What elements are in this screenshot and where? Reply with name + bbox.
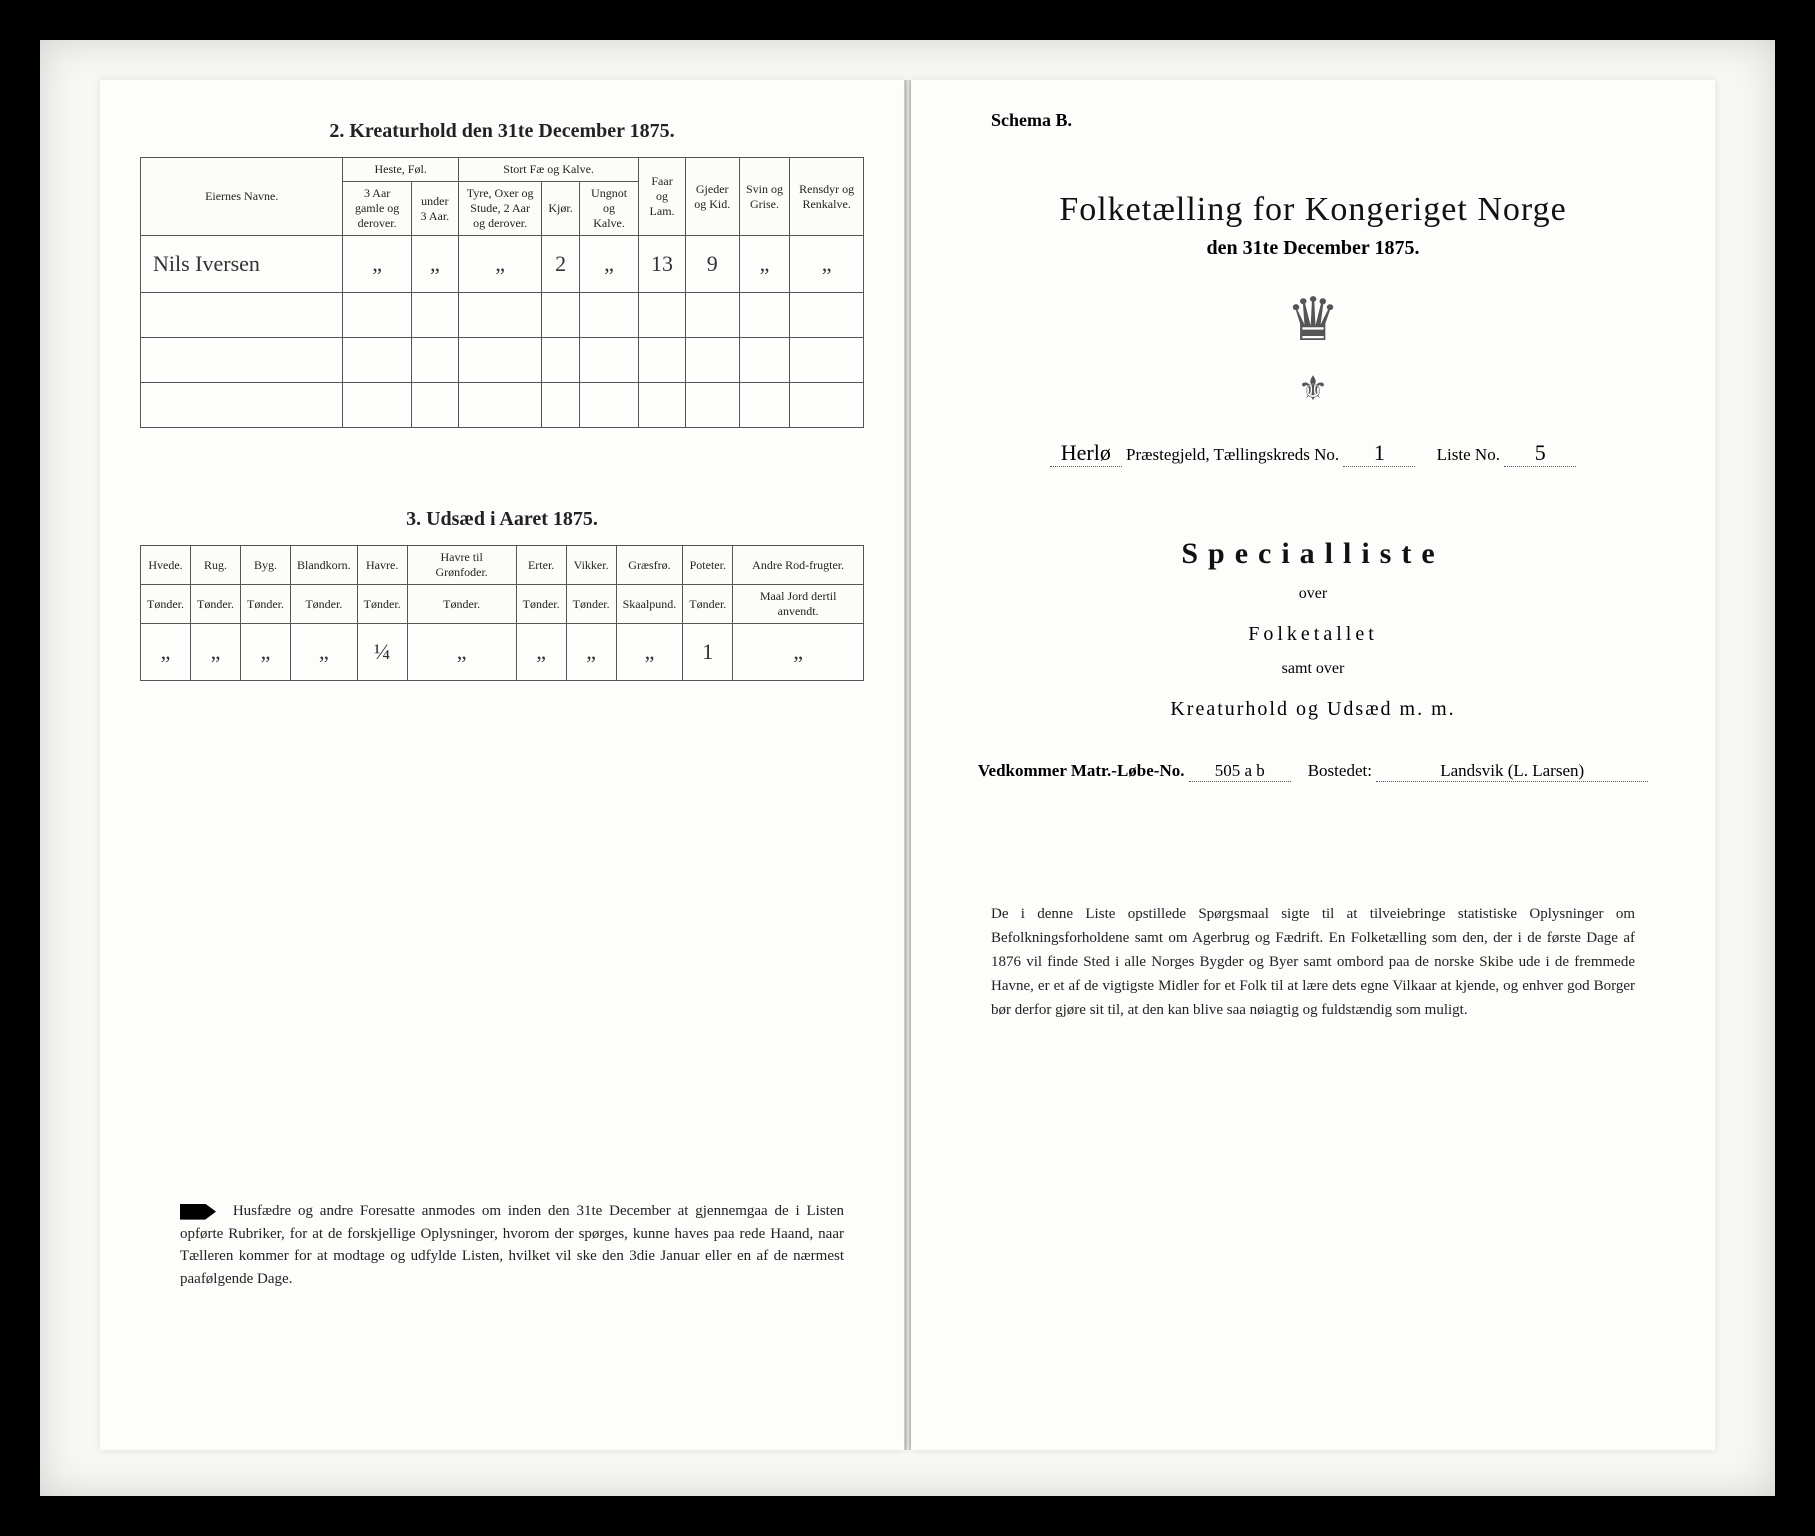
unit: Tønder. — [407, 585, 516, 624]
colgroup-heste: Heste, Føl. — [343, 158, 458, 182]
section3-title: 3. Udsæd i Aaret 1875. — [140, 508, 864, 531]
cell: „ — [407, 624, 516, 681]
col-havre-gron: Havre til Grønfoder. — [407, 546, 516, 585]
unit: Tønder. — [516, 585, 566, 624]
cell-ung: „ — [579, 236, 639, 293]
kreaturhold-table: Eiernes Navne. Heste, Føl. Stort Fæ og K… — [140, 157, 864, 428]
matr-label: Vedkommer Matr.-Løbe-No. — [978, 761, 1185, 780]
kreds-no-value: 1 — [1343, 440, 1415, 467]
table-row — [141, 383, 864, 428]
unit: Tønder. — [241, 585, 291, 624]
praestegjeld-line: Herlø Præstegjeld, Tællingskreds No. 1 L… — [951, 440, 1675, 467]
samt-over-label: samt over — [951, 660, 1675, 678]
cell-svin: „ — [739, 236, 790, 293]
unit: Tønder. — [191, 585, 241, 624]
unit: Maal Jord dertil anvendt. — [733, 585, 864, 624]
col-svin: Svin og Grise. — [739, 158, 790, 236]
table-row: Nils Iversen „ „ „ 2 „ 13 9 „ „ — [141, 236, 864, 293]
cell: „ — [616, 624, 683, 681]
bosted-label: Bostedet: — [1308, 761, 1372, 780]
cell: „ — [191, 624, 241, 681]
over-label: over — [951, 585, 1675, 603]
cell-gjed: 9 — [685, 236, 739, 293]
right-page: Schema B. Folketælling for Kongeriget No… — [911, 80, 1715, 1450]
table-row — [141, 293, 864, 338]
col-kjor: Kjør. — [542, 182, 579, 236]
col-ungnot: Ungnot og Kalve. — [579, 182, 639, 236]
col-eiernes-navne: Eiernes Navne. — [141, 158, 343, 236]
book-spread: 2. Kreaturhold den 31te December 1875. E… — [100, 80, 1715, 1450]
cell-navn: Nils Iversen — [141, 236, 343, 293]
liste-no-label: Liste No. — [1437, 445, 1500, 464]
col-graesfro: Græsfrø. — [616, 546, 683, 585]
cell: „ — [241, 624, 291, 681]
bosted-value: Landsvik (L. Larsen) — [1376, 761, 1648, 782]
census-date: den 31te December 1875. — [951, 237, 1675, 260]
cell-hu3: „ — [411, 236, 458, 293]
col-heste-3aar: 3 Aar gamle og derover. — [343, 182, 411, 236]
cell: „ — [141, 624, 191, 681]
left-page: 2. Kreaturhold den 31te December 1875. E… — [100, 80, 905, 1450]
colgroup-fae: Stort Fæ og Kalve. — [458, 158, 638, 182]
coat-of-arms-icon: ♛⚜ — [951, 290, 1675, 410]
schema-label: Schema B. — [991, 110, 1675, 131]
cell: 1 — [683, 624, 733, 681]
cell: „ — [516, 624, 566, 681]
cell-kjor: 2 — [542, 236, 579, 293]
section2-title: 2. Kreaturhold den 31te December 1875. — [140, 120, 864, 143]
left-footnote-text: Husfædre og andre Foresatte anmodes om i… — [180, 1203, 844, 1287]
cell-rens: „ — [790, 236, 864, 293]
col-heste-under3: under 3 Aar. — [411, 182, 458, 236]
cell-faar: 13 — [639, 236, 685, 293]
matr-line: Vedkommer Matr.-Løbe-No. 505 a b Bostede… — [951, 761, 1675, 782]
praestegjeld-value: Herlø — [1050, 440, 1122, 467]
col-poteter: Poteter. — [683, 546, 733, 585]
liste-no-value: 5 — [1504, 440, 1576, 467]
col-blandkorn: Blandkorn. — [291, 546, 358, 585]
col-byg: Byg. — [241, 546, 291, 585]
cell: „ — [291, 624, 358, 681]
cell-h3: „ — [343, 236, 411, 293]
col-gjeder: Gjeder og Kid. — [685, 158, 739, 236]
scan-background: 2. Kreaturhold den 31te December 1875. E… — [40, 40, 1775, 1496]
kreaturhold-label: Kreaturhold og Udsæd m. m. — [951, 698, 1675, 721]
census-title: Folketælling for Kongeriget Norge — [951, 191, 1675, 229]
right-paragraph: De i denne Liste opstillede Spørgsmaal s… — [991, 902, 1635, 1022]
col-faar: Faar og Lam. — [639, 158, 685, 236]
cell: ¼ — [357, 624, 407, 681]
matr-no-value: 505 a b — [1189, 761, 1291, 782]
col-hvede: Hvede. — [141, 546, 191, 585]
unit: Tønder. — [357, 585, 407, 624]
table-row: „ „ „ „ ¼ „ „ „ „ 1 „ — [141, 624, 864, 681]
col-tyre: Tyre, Oxer og Stude, 2 Aar og derover. — [458, 182, 542, 236]
folketallet-label: Folketallet — [951, 623, 1675, 646]
unit: Tønder. — [566, 585, 616, 624]
praestegjeld-suffix: Præstegjeld, Tællingskreds No. — [1126, 445, 1339, 464]
pointing-hand-icon — [180, 1204, 216, 1220]
table-row — [141, 338, 864, 383]
col-rug: Rug. — [191, 546, 241, 585]
specialliste-title: Specialliste — [951, 537, 1675, 571]
cell: „ — [566, 624, 616, 681]
unit: Tønder. — [683, 585, 733, 624]
unit: Skaalpund. — [616, 585, 683, 624]
col-erter: Erter. — [516, 546, 566, 585]
col-vikker: Vikker. — [566, 546, 616, 585]
left-footnote-block: Husfædre og andre Foresatte anmodes om i… — [180, 1200, 844, 1290]
cell-tyre: „ — [458, 236, 542, 293]
col-andre-rod: Andre Rod-frugter. — [733, 546, 864, 585]
udsaed-table: Hvede. Rug. Byg. Blandkorn. Havre. Havre… — [140, 545, 864, 681]
col-rensdyr: Rensdyr og Renkalve. — [790, 158, 864, 236]
unit: Tønder. — [291, 585, 358, 624]
cell: „ — [733, 624, 864, 681]
col-havre: Havre. — [357, 546, 407, 585]
unit: Tønder. — [141, 585, 191, 624]
